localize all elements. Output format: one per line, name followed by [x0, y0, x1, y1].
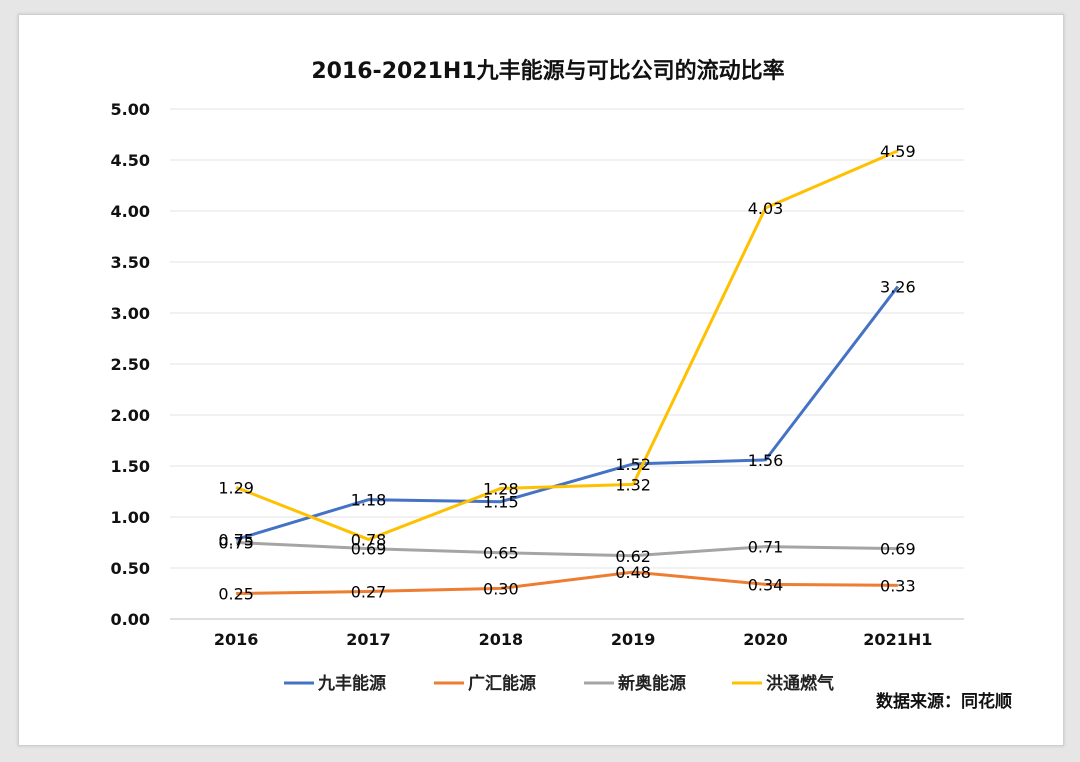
- x-tick-label: 2020: [743, 630, 788, 649]
- y-tick-label: 3.50: [111, 253, 150, 272]
- series-line-3: [235, 149, 899, 541]
- data-label: 0.69: [351, 540, 387, 559]
- legend-label: 新奥能源: [618, 673, 686, 694]
- x-axis: 2016 2017 2018 2019 2020 2021H1: [214, 630, 932, 649]
- data-label: 1.18: [351, 491, 387, 510]
- y-tick-label: 2.50: [111, 355, 150, 374]
- y-tick-label: 5.00: [111, 100, 150, 119]
- data-label: 1.29: [218, 478, 254, 497]
- y-tick-label: 3.00: [111, 304, 150, 323]
- data-label: 0.34: [748, 575, 784, 594]
- series-line-0: [235, 285, 900, 541]
- chart-title: 2016-2021H1九丰能源与可比公司的流动比率: [311, 58, 784, 84]
- legend-label: 广汇能源: [468, 673, 536, 694]
- y-axis: 0.00 0.50 1.00 1.50 2.00 2.50 3.00 3.50 4.00 4.50…: [111, 100, 150, 629]
- data-label: 1.15: [483, 493, 519, 512]
- legend-label: 洪通燃气: [766, 673, 834, 694]
- series-lines: [235, 149, 900, 595]
- x-tick-label: 2016: [214, 630, 259, 649]
- data-label: 1.56: [748, 451, 784, 470]
- y-tick-label: 4.00: [111, 202, 150, 221]
- series-line-2: [236, 541, 898, 558]
- series-line-1: [236, 570, 898, 595]
- gridlines: [170, 108, 964, 620]
- data-label: 1.28: [483, 479, 519, 498]
- data-label: 0.65: [483, 544, 519, 563]
- data-label: 0.71: [748, 538, 784, 557]
- data-label: 0.75: [218, 534, 254, 553]
- data-label: 4.03: [748, 199, 784, 218]
- data-label: 1.52: [615, 455, 651, 474]
- data-labels: 0.75 1.18 1.15 1.52 1.56 3.26 0.25 0.27 0.30 0.48…: [218, 142, 915, 604]
- data-label: 1.32: [615, 475, 651, 494]
- data-label: 0.69: [880, 540, 916, 559]
- data-label: 0.33: [880, 576, 916, 595]
- data-label: 0.75: [218, 530, 254, 549]
- data-label: 0.78: [351, 530, 387, 549]
- legend: 九丰能源 广汇能源 新奥能源 洪通燃气: [284, 673, 834, 694]
- chart-frame: [18, 14, 1064, 746]
- y-tick-label: 1.50: [111, 457, 150, 476]
- legend-label: 九丰能源: [317, 673, 386, 694]
- data-label: 4.59: [880, 142, 916, 161]
- x-tick-label: 2018: [479, 630, 524, 649]
- y-tick-label: 4.50: [111, 151, 150, 170]
- data-label: 3.26: [880, 277, 916, 296]
- y-tick-label: 1.00: [111, 508, 150, 527]
- x-tick-label: 2019: [611, 630, 656, 649]
- data-label: 0.62: [615, 547, 651, 566]
- data-label: 0.25: [218, 585, 254, 604]
- x-tick-label: 2021H1: [863, 630, 932, 649]
- y-tick-label: 2.00: [111, 406, 150, 425]
- x-tick-label: 2017: [346, 630, 391, 649]
- y-tick-label: 0.50: [111, 559, 150, 578]
- data-source: 数据来源：同花顺: [876, 691, 1012, 712]
- data-label: 0.30: [483, 579, 519, 598]
- data-label: 0.48: [615, 563, 651, 582]
- y-tick-label: 0.00: [111, 610, 150, 629]
- data-label: 0.27: [351, 582, 387, 601]
